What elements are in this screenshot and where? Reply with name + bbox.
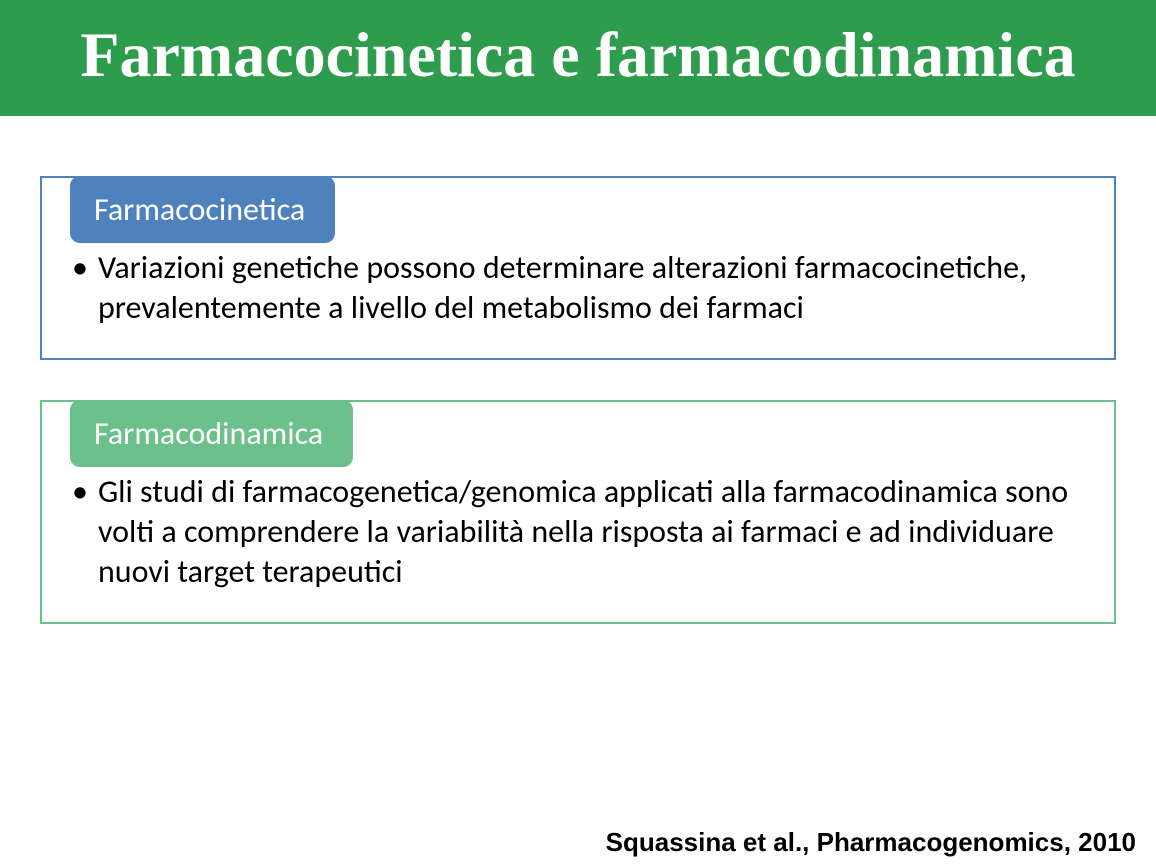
- page-title: Farmacocinetica e farmacodinamica: [0, 18, 1156, 92]
- content-area: Farmacocinetica • Variazioni genetiche p…: [0, 116, 1156, 624]
- bullet-marker-icon: •: [72, 248, 88, 288]
- citation-text: Squassina et al., Pharmacogenomics, 2010: [606, 827, 1136, 858]
- info-block-farmacodinamica: Farmacodinamica • Gli studi di farmacoge…: [40, 400, 1116, 624]
- info-block-farmacocinetica: Farmacocinetica • Variazioni genetiche p…: [40, 176, 1116, 360]
- bullet-marker-icon: •: [72, 472, 88, 512]
- bullet-text: Gli studi di farmacogenetica/genomica ap…: [98, 472, 1084, 592]
- bullet-item: • Variazioni genetiche possono determina…: [72, 248, 1084, 328]
- block-tab-farmacodinamica: Farmacodinamica: [70, 400, 353, 467]
- bullet-item: • Gli studi di farmacogenetica/genomica …: [72, 472, 1084, 592]
- block-tab-farmacocinetica: Farmacocinetica: [70, 176, 335, 243]
- title-banner: Farmacocinetica e farmacodinamica: [0, 0, 1156, 116]
- bullet-text: Variazioni genetiche possono determinare…: [98, 248, 1084, 328]
